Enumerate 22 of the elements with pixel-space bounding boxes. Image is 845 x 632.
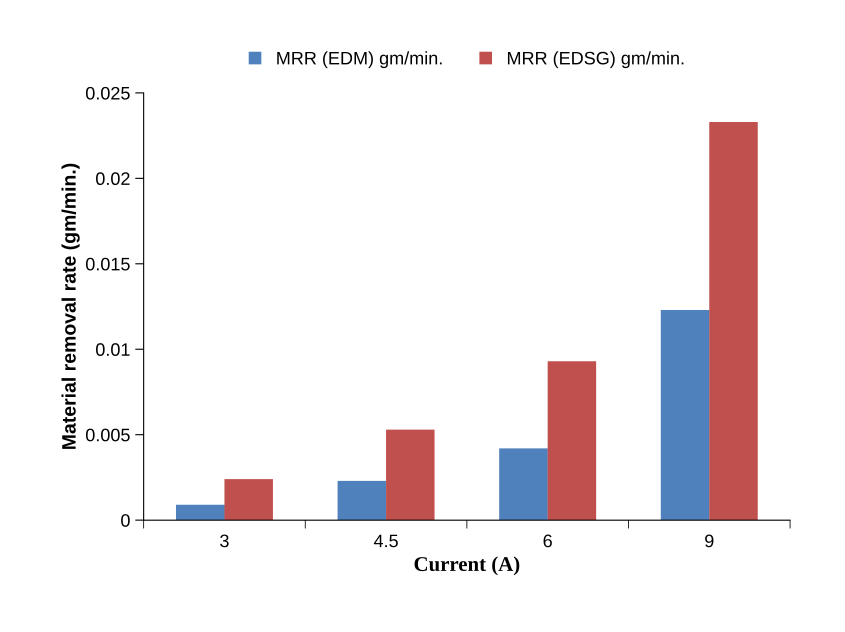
y-tick-label: 0.01 (96, 343, 130, 356)
y-tick-label: 0.025 (86, 86, 130, 100)
legend-label: MRR (EDSG) gm/min. (508, 51, 684, 68)
x-axis-title: Current (A) (414, 556, 520, 576)
bar (548, 361, 596, 520)
y-tick-label: 0.005 (86, 428, 130, 442)
bar (338, 480, 386, 520)
bar (499, 448, 548, 520)
x-tick-label: 9 (705, 534, 714, 548)
y-tick-label: 0.015 (86, 258, 130, 271)
bar (176, 504, 224, 520)
x-tick-label: 4.5 (374, 534, 398, 548)
x-tick-label: 3 (220, 534, 229, 548)
bar (224, 479, 273, 520)
x-tick-label: 6 (544, 534, 552, 548)
y-tick-label: 0 (121, 514, 130, 527)
y-axis-title: Material removal rate (gm/min.) (62, 164, 80, 449)
y-tick-label: 0.02 (96, 172, 130, 186)
bar (386, 430, 435, 520)
bar (660, 310, 710, 520)
legend-label: MRR (EDM) gm/min. (277, 51, 442, 68)
bar (709, 122, 758, 520)
